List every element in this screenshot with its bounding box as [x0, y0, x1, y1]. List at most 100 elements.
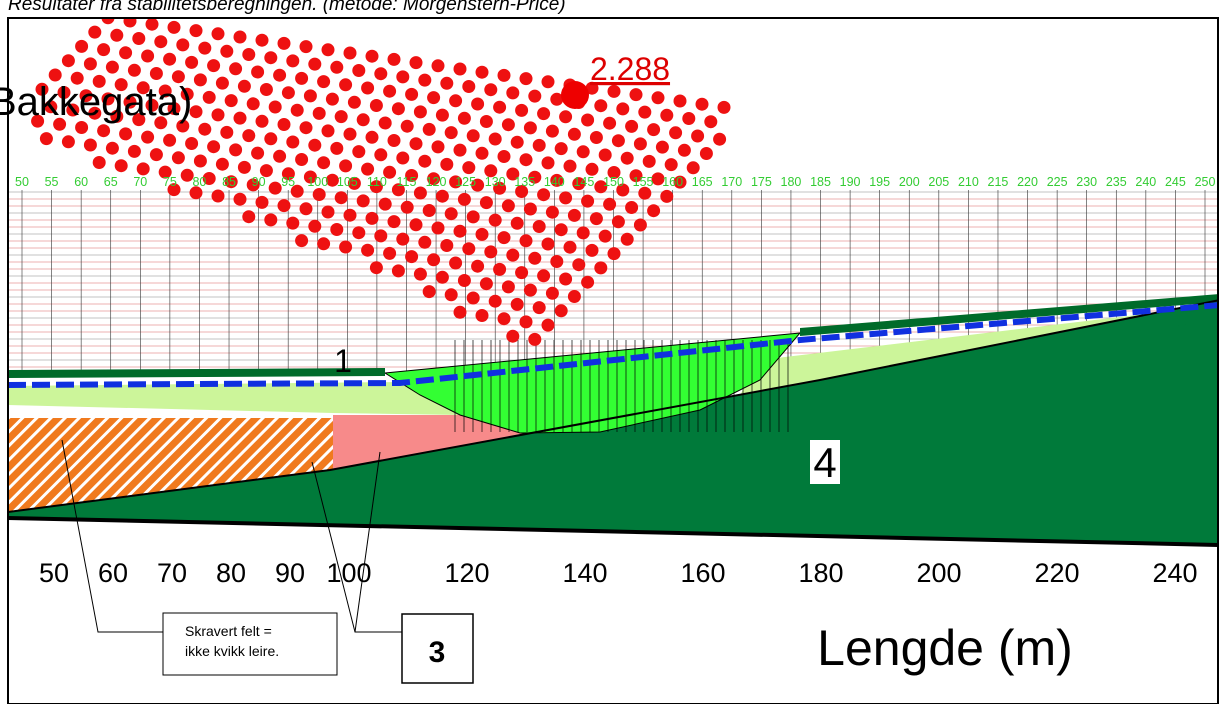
slip-center: [220, 45, 233, 58]
slip-center: [93, 156, 106, 169]
slip-center: [291, 104, 304, 117]
slip-center: [374, 67, 387, 80]
slip-center: [674, 95, 687, 108]
top-scale-label: 150: [603, 175, 624, 189]
slip-center: [696, 98, 709, 111]
slip-center: [493, 101, 506, 114]
length-tick-label: 60: [98, 558, 128, 588]
slip-center: [432, 140, 445, 153]
slip-center: [388, 215, 401, 228]
slip-center: [401, 120, 414, 133]
slip-center: [454, 225, 467, 238]
slip-center: [489, 133, 502, 146]
slip-center: [559, 191, 572, 204]
slip-center: [528, 90, 541, 103]
slip-center: [704, 115, 717, 128]
slip-center: [480, 196, 493, 209]
slip-center: [634, 219, 647, 232]
slip-center: [396, 233, 409, 246]
slip-center: [207, 59, 220, 72]
slip-center: [132, 32, 145, 45]
slip-center: [506, 86, 519, 99]
slip-center: [418, 74, 431, 87]
slip-center: [458, 193, 471, 206]
slip-center: [62, 135, 75, 148]
slip-center: [242, 48, 255, 61]
slip-center: [308, 58, 321, 71]
slip-center: [520, 153, 533, 166]
top-scale-label: 100: [307, 175, 328, 189]
slip-center: [410, 218, 423, 231]
top-scale-label: 80: [192, 175, 206, 189]
slip-center: [476, 309, 489, 322]
slip-center: [124, 15, 137, 28]
top-scale-label: 215: [988, 175, 1009, 189]
slip-center: [603, 198, 616, 211]
top-scale-label: 125: [455, 175, 476, 189]
slip-center: [528, 252, 541, 265]
slip-center: [590, 131, 603, 144]
top-scale-label: 120: [426, 175, 447, 189]
slip-center: [467, 292, 480, 305]
slip-center: [454, 144, 467, 157]
axis-title: Lengde (m): [817, 620, 1073, 676]
slip-center: [537, 269, 550, 282]
safety-factor: 2.288: [590, 51, 670, 87]
top-scale-label: 165: [692, 175, 713, 189]
top-scale-label: 225: [1047, 175, 1068, 189]
slip-center: [330, 61, 343, 74]
slip-center: [106, 61, 119, 74]
slip-center: [313, 188, 326, 201]
slip-center: [577, 226, 590, 239]
slip-center: [238, 161, 251, 174]
slip-center: [687, 161, 700, 174]
slip-center: [515, 266, 528, 279]
slip-center: [366, 212, 379, 225]
slip-center: [520, 234, 533, 247]
layer-label: 1: [334, 343, 352, 379]
slip-center: [185, 56, 198, 69]
slip-center: [163, 53, 176, 66]
slip-center: [581, 114, 594, 127]
slip-center: [119, 46, 132, 59]
slip-center: [168, 21, 181, 34]
top-scale-label: 135: [514, 175, 535, 189]
slip-center: [163, 134, 176, 147]
top-scale-label: 70: [133, 175, 147, 189]
slip-center: [106, 142, 119, 155]
slip-center: [418, 236, 431, 249]
slip-center: [454, 306, 467, 319]
slip-center: [256, 34, 269, 47]
slip-center: [370, 99, 383, 112]
slip-center: [502, 199, 515, 212]
slip-center: [427, 253, 440, 266]
length-tick-label: 140: [562, 558, 607, 588]
slip-center: [476, 228, 489, 241]
slip-center: [198, 42, 211, 55]
length-tick-label: 100: [326, 558, 371, 588]
slip-center: [234, 31, 247, 44]
layer-label: 4: [813, 439, 836, 486]
slip-center: [511, 298, 524, 311]
slip-center: [242, 210, 255, 223]
slip-center: [445, 288, 458, 301]
slip-center: [234, 112, 247, 125]
slip-center: [572, 258, 585, 271]
slip-center: [542, 75, 555, 88]
slip-center: [542, 238, 555, 251]
slip-center: [449, 257, 462, 270]
slip-center: [630, 88, 643, 101]
slip-center: [484, 83, 497, 96]
length-tick-label: 120: [444, 558, 489, 588]
slip-center: [467, 129, 480, 142]
slip-center: [638, 106, 651, 119]
slip-center: [568, 128, 581, 141]
slip-center: [40, 132, 53, 145]
top-scale-label: 170: [721, 175, 742, 189]
slip-center: [625, 201, 638, 214]
slip-center: [97, 43, 110, 56]
top-scale-label: 205: [928, 175, 949, 189]
slip-center: [586, 244, 599, 257]
slip-center: [388, 53, 401, 66]
slip-center: [445, 207, 458, 220]
